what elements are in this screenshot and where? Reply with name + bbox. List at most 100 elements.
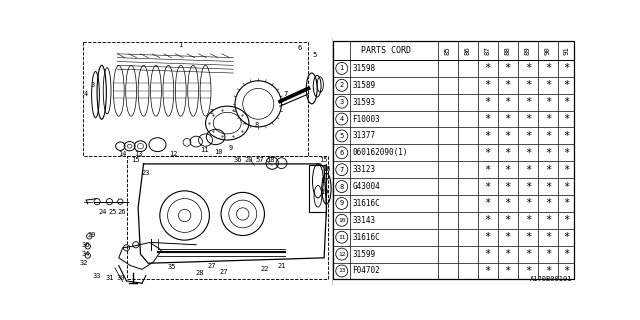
- Text: 3: 3: [340, 99, 344, 105]
- Text: 060162090(1): 060162090(1): [353, 148, 408, 157]
- Text: 5: 5: [313, 52, 317, 58]
- Text: *: *: [504, 165, 511, 175]
- Text: *: *: [504, 148, 511, 158]
- Text: *: *: [545, 198, 551, 208]
- Text: *: *: [545, 97, 551, 107]
- Text: 7: 7: [284, 91, 287, 97]
- Text: *: *: [504, 181, 511, 192]
- Text: *: *: [484, 97, 491, 107]
- Text: 15: 15: [132, 157, 140, 163]
- Text: *: *: [525, 97, 531, 107]
- Text: 6: 6: [340, 150, 344, 156]
- Text: *: *: [545, 215, 551, 225]
- Text: *: *: [525, 80, 531, 90]
- Text: *: *: [545, 63, 551, 73]
- Text: 15: 15: [319, 157, 328, 163]
- Text: 31377: 31377: [353, 132, 376, 140]
- Text: *: *: [525, 198, 531, 208]
- Circle shape: [336, 147, 348, 159]
- Text: 33123: 33123: [353, 165, 376, 174]
- Text: 30: 30: [116, 275, 125, 281]
- Text: *: *: [545, 114, 551, 124]
- Text: *: *: [525, 131, 531, 141]
- Text: 27: 27: [219, 269, 228, 275]
- Text: 19: 19: [320, 189, 328, 196]
- Text: 21: 21: [277, 262, 285, 268]
- Text: *: *: [504, 232, 511, 242]
- Text: *: *: [525, 148, 531, 158]
- Text: 18: 18: [266, 157, 275, 163]
- Text: *: *: [525, 266, 531, 276]
- Text: G43004: G43004: [353, 182, 380, 191]
- Text: *: *: [563, 232, 569, 242]
- Text: *: *: [563, 215, 569, 225]
- Text: *: *: [484, 80, 491, 90]
- Text: 33143: 33143: [353, 216, 376, 225]
- Text: *: *: [545, 232, 551, 242]
- Text: 1: 1: [340, 65, 344, 71]
- Circle shape: [336, 265, 348, 277]
- Text: 11: 11: [338, 235, 346, 240]
- Text: *: *: [504, 215, 511, 225]
- Text: *: *: [563, 266, 569, 276]
- Text: 31589: 31589: [353, 81, 376, 90]
- Text: 12: 12: [169, 151, 177, 157]
- Text: 57: 57: [255, 157, 264, 163]
- Text: *: *: [563, 198, 569, 208]
- Text: 31: 31: [105, 275, 114, 281]
- Text: F10003: F10003: [353, 115, 380, 124]
- Circle shape: [336, 248, 348, 260]
- Text: 6: 6: [297, 44, 301, 51]
- Text: *: *: [504, 80, 511, 90]
- Circle shape: [336, 62, 348, 74]
- Text: 90: 90: [545, 46, 551, 55]
- Bar: [83, 42, 308, 156]
- Circle shape: [336, 130, 348, 142]
- Text: 2: 2: [340, 82, 344, 88]
- Text: *: *: [484, 232, 491, 242]
- Text: 16: 16: [322, 166, 331, 172]
- Circle shape: [336, 231, 348, 243]
- Text: 14: 14: [118, 151, 127, 157]
- Text: 11: 11: [200, 147, 208, 153]
- Text: *: *: [545, 165, 551, 175]
- Text: *: *: [504, 266, 511, 276]
- Text: 31599: 31599: [353, 250, 376, 259]
- Text: *: *: [484, 181, 491, 192]
- Text: 5: 5: [340, 133, 344, 139]
- Text: *: *: [504, 63, 511, 73]
- Text: *: *: [484, 198, 491, 208]
- Text: *: *: [563, 148, 569, 158]
- Text: *: *: [525, 249, 531, 259]
- Text: *: *: [545, 249, 551, 259]
- Text: *: *: [563, 114, 569, 124]
- Text: 31593: 31593: [353, 98, 376, 107]
- Text: 23: 23: [141, 170, 150, 176]
- Text: 22: 22: [260, 266, 269, 272]
- Text: 2: 2: [210, 108, 214, 115]
- Text: 85: 85: [445, 46, 451, 55]
- Text: 3: 3: [90, 82, 95, 88]
- Text: *: *: [563, 63, 569, 73]
- Text: *: *: [545, 80, 551, 90]
- Text: *: *: [504, 198, 511, 208]
- Text: *: *: [484, 131, 491, 141]
- Text: 9: 9: [340, 200, 344, 206]
- Text: 31616C: 31616C: [353, 233, 380, 242]
- Text: *: *: [484, 148, 491, 158]
- Text: *: *: [563, 97, 569, 107]
- Text: *: *: [484, 266, 491, 276]
- Text: 36: 36: [81, 242, 90, 248]
- Text: *: *: [563, 80, 569, 90]
- Text: *: *: [563, 131, 569, 141]
- Text: A170B00101: A170B00101: [530, 276, 572, 282]
- Text: 4: 4: [340, 116, 344, 122]
- Text: 10: 10: [214, 149, 222, 156]
- Text: 9: 9: [229, 145, 233, 151]
- Circle shape: [336, 197, 348, 209]
- Text: 31598: 31598: [353, 64, 376, 73]
- Text: *: *: [525, 114, 531, 124]
- Text: 1: 1: [179, 42, 183, 48]
- Text: 25: 25: [108, 209, 117, 215]
- Circle shape: [336, 79, 348, 91]
